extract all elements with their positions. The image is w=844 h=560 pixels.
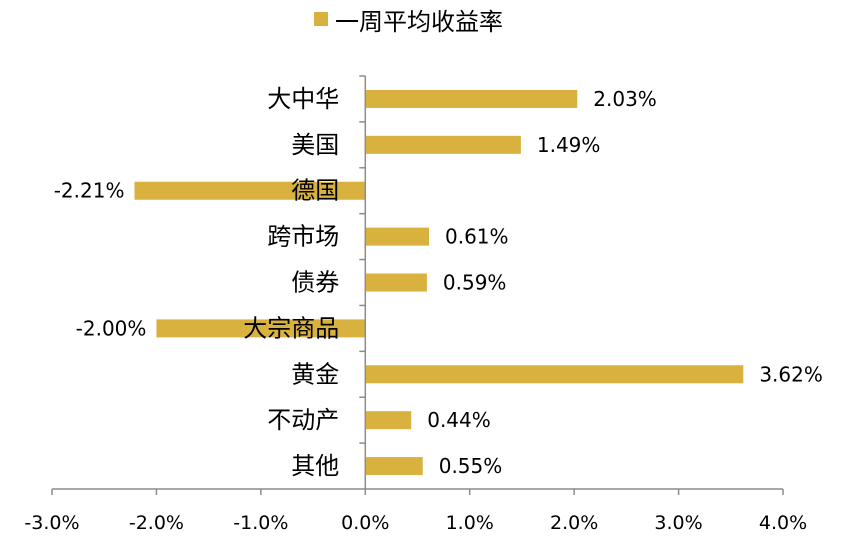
data-label-3: 0.61% [445, 225, 509, 249]
category-label-1: 美国 [291, 131, 339, 159]
data-labels: 2.03% 1.49% -2.21% 0.61% 0.59% -2.00% 3.62% 0.4… [54, 87, 823, 478]
data-label-6: 3.62% [759, 362, 823, 386]
bar-6 [365, 365, 744, 384]
data-label-0: 2.03% [593, 87, 657, 111]
category-label-4: 债券 [291, 269, 339, 297]
category-label-5: 大宗商品 [243, 314, 339, 342]
data-label-4: 0.59% [443, 271, 507, 295]
category-label-2: 德国 [291, 177, 339, 205]
x-tick-label-2: -1.0% [233, 512, 288, 534]
x-tick-label-5: 2.0% [550, 512, 598, 534]
bar-5 [156, 319, 366, 338]
bar-4 [365, 273, 427, 292]
data-label-1: 1.49% [537, 133, 601, 157]
category-label-3: 跨市场 [267, 223, 339, 251]
data-label-8: 0.55% [439, 454, 503, 478]
legend-swatch [314, 12, 328, 26]
bar-0 [365, 89, 578, 108]
x-tick-label-1: -2.0% [129, 512, 184, 534]
legend: 一周平均收益率 [314, 8, 503, 36]
x-tick-label-7: 4.0% [759, 512, 807, 534]
bar-8 [365, 457, 423, 476]
x-tick-labels: -3.0% -2.0% -1.0% 0.0% 1.0% 2.0% 3.0% 4.0% [24, 512, 807, 534]
bar-7 [365, 411, 412, 430]
legend-label: 一周平均收益率 [335, 8, 503, 36]
x-tick-label-0: -3.0% [24, 512, 79, 534]
data-label-7: 0.44% [427, 408, 491, 432]
data-label-5: -2.00% [76, 316, 147, 340]
x-tick-label-6: 3.0% [654, 512, 702, 534]
axes [51, 75, 784, 495]
bar-3 [365, 227, 429, 246]
x-tick-label-3: 0.0% [341, 512, 389, 534]
category-label-7: 不动产 [267, 406, 339, 434]
category-label-0: 大中华 [267, 85, 339, 113]
category-label-8: 其他 [291, 452, 339, 480]
bar-2 [134, 181, 366, 200]
bars-group [134, 89, 744, 476]
category-label-6: 黄金 [291, 360, 339, 388]
bar-1 [365, 135, 521, 154]
x-tick-label-4: 1.0% [446, 512, 494, 534]
data-label-2: -2.21% [54, 179, 125, 203]
